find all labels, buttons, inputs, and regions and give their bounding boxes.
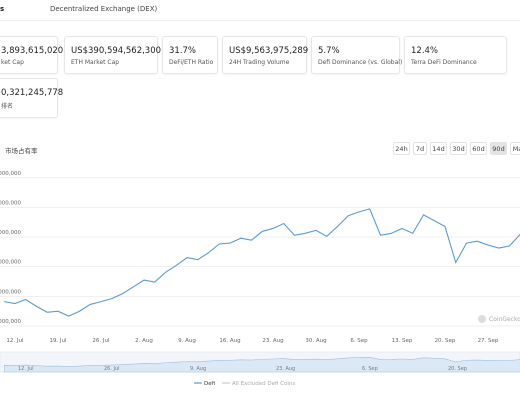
navigator-area <box>3 357 520 373</box>
y-tick-label: 0,000,000 <box>0 289 21 295</box>
navigator-label: 9. Aug <box>190 366 206 372</box>
navigator-label: 23. Aug <box>276 366 295 372</box>
legend-label: All Excluded Defi Coins <box>232 381 295 387</box>
stat-label: 排名 <box>1 103 14 110</box>
navigator-label: 12. Jul <box>18 366 34 372</box>
stat-label: ETH Market Cap <box>71 59 120 66</box>
x-tick-label: 26. Jul <box>92 338 110 344</box>
x-tick-label: 30. Aug <box>305 338 326 344</box>
stat-value: 5.7% <box>318 46 340 56</box>
stat-label: 24H Trading Volume <box>229 59 290 66</box>
x-tick-label: 13. Sep <box>392 338 413 344</box>
stat-value: 3,893,615,020 <box>1 46 64 56</box>
y-tick-label: 0,000,000 <box>0 171 21 177</box>
navigator-label: 20. Sep <box>448 366 467 372</box>
stat-label: ket Cap <box>1 59 24 66</box>
range-button[interactable]: 7d <box>413 142 427 155</box>
stat-card: 31.7% DeFi/ETH Ratio <box>162 36 218 74</box>
stat-card: 12.4% Terra DeFi Dominance <box>404 36 507 74</box>
watermark-logo <box>478 315 486 323</box>
y-tick-label: 0,000,000 <box>0 260 21 266</box>
series-line <box>4 208 520 317</box>
y-tick-label: 0,000,000 <box>0 230 21 236</box>
tab[interactable]: s <box>0 5 5 13</box>
stat-value: 12.4% <box>411 46 439 56</box>
x-tick-label: 2. Aug <box>135 338 153 344</box>
x-tick-label: 27. Sep <box>478 338 499 344</box>
stat-label: Terra DeFi Dominance <box>411 59 477 66</box>
range-button[interactable]: 24h <box>393 142 410 155</box>
stat-card: 5.7% Defi Dominance (vs. Global) <box>311 36 403 74</box>
stat-label: DeFi/ETH Ratio <box>169 59 214 66</box>
tab[interactable]: Decentralized Exchange (DEX) <box>50 5 158 13</box>
watermark: CoinGecko <box>489 316 520 323</box>
range-button[interactable]: 60d <box>470 142 487 155</box>
chart-heading: 市场占有率 <box>5 147 38 155</box>
navigator-label: 26. Jul <box>104 366 120 372</box>
stat-value: 0,321,245,778 <box>1 88 64 98</box>
x-tick-label: 6. Sep <box>350 338 368 344</box>
range-button[interactable]: 90d <box>490 142 507 155</box>
navigator-label: 6. Sep <box>362 366 378 372</box>
range-button[interactable]: 30d <box>450 142 467 155</box>
stat-card: US$390,594,562,300 ETH Market Cap <box>64 36 162 74</box>
x-tick-label: 16. Aug <box>219 338 240 344</box>
stat-value: US$390,594,562,300 <box>71 46 162 56</box>
stat-card: 3,893,615,020 ket Cap <box>0 36 63 74</box>
x-tick-label: 19. Jul <box>49 338 67 344</box>
stat-card: 0,321,245,778 排名 <box>0 78 63 118</box>
stat-label: Defi Dominance (vs. Global) <box>318 59 403 66</box>
stat-card: US$9,563,975,289 24H Trading Volume <box>222 36 309 74</box>
y-tick-label: 0,000,000 <box>0 200 21 206</box>
x-tick-label: 12. Jul <box>6 338 24 344</box>
range-button[interactable]: Ma <box>510 142 520 155</box>
stat-value: 31.7% <box>169 46 197 56</box>
legend-label: Defi <box>204 381 215 387</box>
x-tick-label: 23. Aug <box>262 338 283 344</box>
x-tick-label: 20. Sep <box>435 338 456 344</box>
divider <box>0 20 520 21</box>
y-tick-label: 0,000,000 <box>0 319 21 325</box>
x-tick-label: 9. Aug <box>178 338 196 344</box>
stat-value: US$9,563,975,289 <box>229 46 309 56</box>
range-button[interactable]: 14d <box>430 142 447 155</box>
